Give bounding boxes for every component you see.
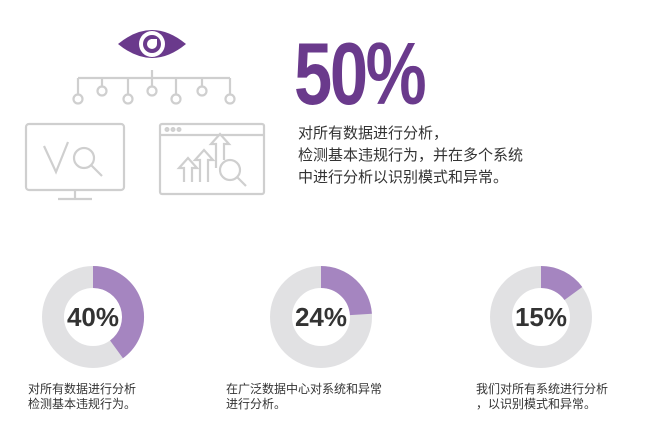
- monitor-check-magnifier-icon: [24, 122, 126, 201]
- donut-caption-line: 我们对所有系统进行分析: [476, 382, 609, 396]
- donut-caption-line: ，以识别模式和异常。: [476, 397, 597, 411]
- donut-caption-line: 进行分析。: [226, 397, 287, 411]
- headline-description-line: 检测基本违规行为，并在多个系统: [298, 146, 524, 164]
- headline-description-line: 中进行分析以识别模式和异常。: [298, 168, 509, 186]
- eye-icon: [118, 30, 186, 58]
- donut-caption: 对所有数据进行分析 检测基本违规行为。: [28, 382, 136, 412]
- hero-illustration: [24, 30, 266, 201]
- donut-caption-line: 对所有数据进行分析: [28, 382, 137, 396]
- donut-card-3: 15% 我们对所有系统进行分析 ，以识别模式和异常。: [440, 262, 640, 432]
- headline-description-line: 对所有数据进行分析，: [298, 124, 449, 142]
- donut-chart-2: 24%: [270, 266, 372, 368]
- donut-segment: [92, 266, 144, 359]
- donut-caption: 在广泛数据中心对系统和异常 进行分析。: [226, 382, 382, 412]
- donut-chart-1: 40%: [42, 266, 144, 368]
- donut-chart-3: 15%: [490, 266, 592, 368]
- donut-card-1: 40% 对所有数据进行分析 检测基本违规行为。: [26, 262, 226, 432]
- donut-segment: [320, 266, 372, 316]
- donut-segment: [540, 266, 583, 301]
- donut-card-2: 24% 在广泛数据中心对系统和异常 进行分析。: [224, 262, 424, 432]
- donut-caption-line: 检测基本违规行为。: [28, 397, 137, 411]
- donut-caption: 我们对所有系统进行分析 ，以识别模式和异常。: [476, 382, 608, 412]
- donut-caption-line: 在广泛数据中心对系统和异常: [226, 382, 383, 396]
- headline-stat: 50%: [294, 24, 427, 123]
- donut-value-label: 40%: [67, 302, 119, 332]
- browser-chart-magnifier-icon: [158, 122, 266, 196]
- network-nodes-icon: [72, 70, 236, 105]
- headline-description: 对所有数据进行分析， 检测基本违规行为，并在多个系统 中进行分析以识别模式和异常…: [298, 122, 618, 188]
- donut-value-label: 15%: [515, 302, 567, 332]
- donut-value-label: 24%: [295, 302, 347, 332]
